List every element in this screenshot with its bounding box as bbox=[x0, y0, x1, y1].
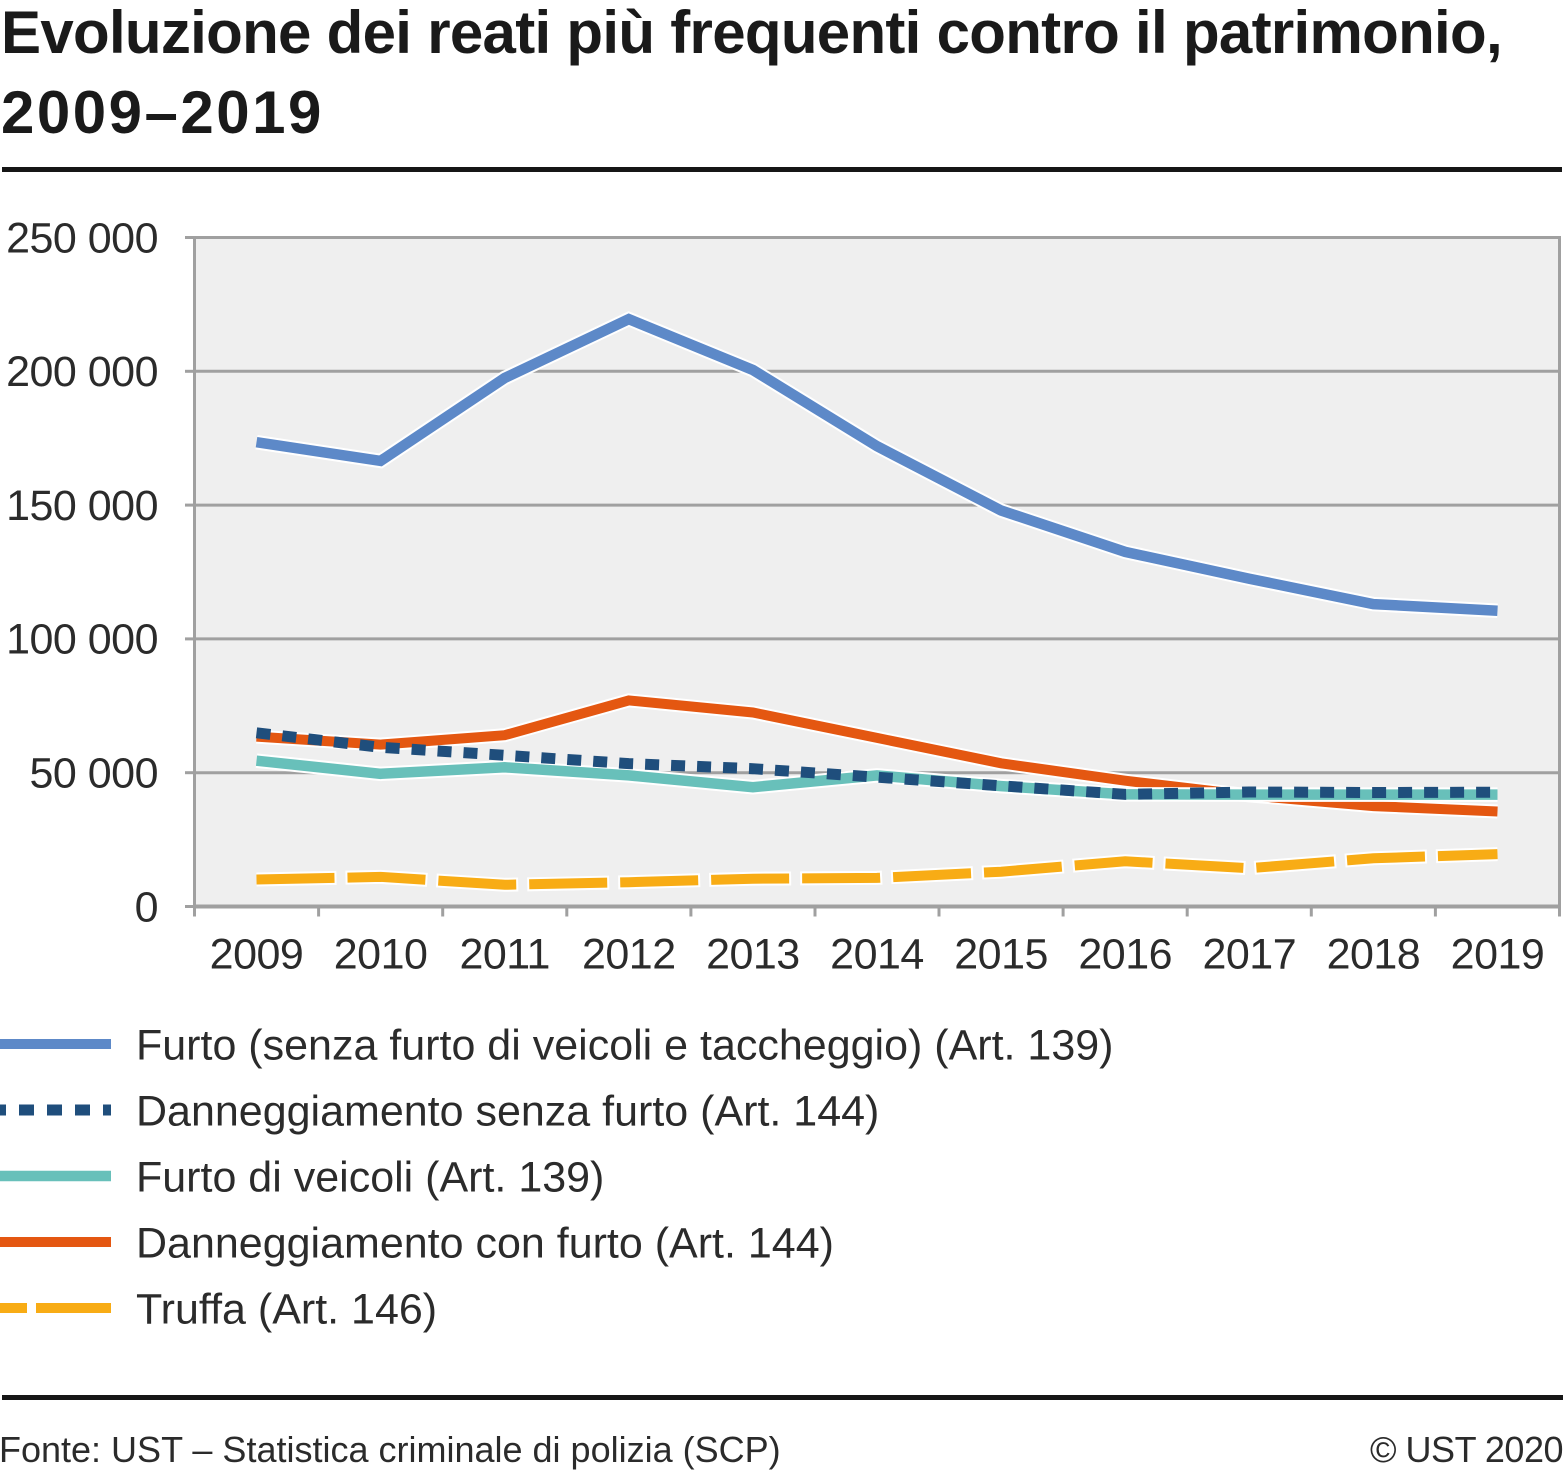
svg-text:2009: 2009 bbox=[210, 931, 304, 979]
svg-text:2010: 2010 bbox=[334, 931, 428, 979]
svg-text:2014: 2014 bbox=[830, 931, 924, 979]
svg-text:Danneggiamento senza furto (Ar: Danneggiamento senza furto (Art. 144) bbox=[136, 1088, 879, 1136]
svg-text:Truffa (Art. 146): Truffa (Art. 146) bbox=[136, 1286, 437, 1334]
svg-text:2015: 2015 bbox=[954, 931, 1048, 979]
svg-text:2011: 2011 bbox=[459, 931, 549, 979]
svg-text:2013: 2013 bbox=[706, 931, 800, 979]
svg-text:200 000: 200 000 bbox=[6, 348, 158, 396]
svg-text:Furto di veicoli (Art. 139): Furto di veicoli (Art. 139) bbox=[136, 1154, 604, 1202]
svg-text:Furto (senza furto di veicoli: Furto (senza furto di veicoli e tacchegg… bbox=[136, 1022, 1114, 1070]
svg-text:250 000: 250 000 bbox=[6, 214, 158, 262]
svg-text:2017: 2017 bbox=[1202, 931, 1296, 979]
svg-text:Danneggiamento con furto (Art.: Danneggiamento con furto (Art. 144) bbox=[136, 1220, 834, 1268]
svg-text:150 000: 150 000 bbox=[6, 482, 158, 530]
svg-text:2016: 2016 bbox=[1078, 931, 1172, 979]
svg-text:0: 0 bbox=[135, 883, 158, 931]
svg-text:2012: 2012 bbox=[582, 931, 676, 979]
svg-text:100 000: 100 000 bbox=[6, 616, 158, 664]
svg-text:2019: 2019 bbox=[1451, 931, 1545, 979]
svg-text:2018: 2018 bbox=[1327, 931, 1421, 979]
svg-text:50 000: 50 000 bbox=[29, 750, 158, 798]
